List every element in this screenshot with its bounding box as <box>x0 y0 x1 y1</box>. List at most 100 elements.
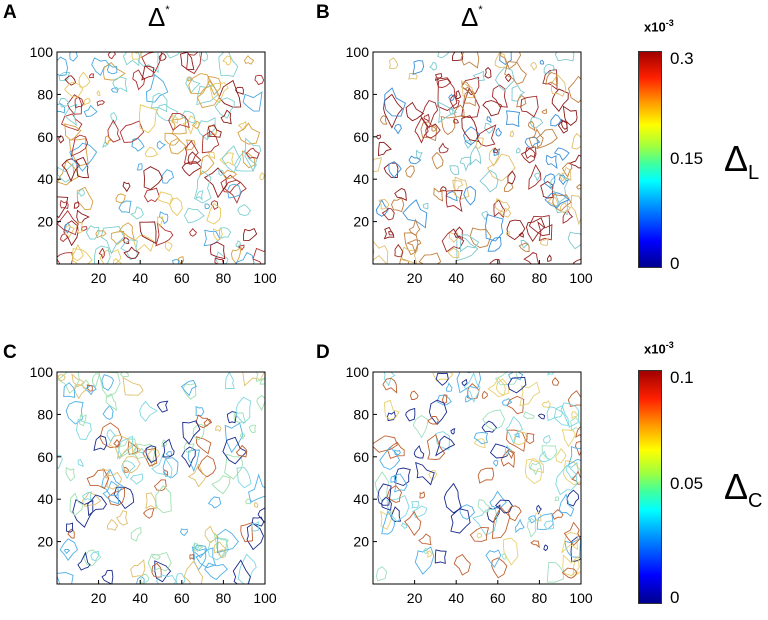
contour-line <box>72 243 84 262</box>
contour-plot-a: 20 20 40 40 60 60 80 80 100 100 <box>30 44 277 286</box>
contour-line <box>237 244 245 251</box>
contour-line <box>165 52 181 59</box>
contour-line <box>434 549 447 565</box>
contour-line <box>213 228 223 242</box>
contour-line <box>420 121 438 142</box>
contour-line <box>218 169 224 177</box>
x-tick-label: 20 <box>407 270 423 286</box>
contour-line <box>536 128 558 149</box>
contour-line <box>383 226 395 240</box>
contour-line <box>519 381 541 407</box>
contour-line <box>567 75 581 104</box>
contour-line <box>477 467 495 484</box>
contour-line <box>215 425 222 432</box>
contour-line <box>232 559 251 584</box>
contour-line <box>89 73 95 79</box>
contour-line <box>508 372 524 381</box>
contour-line <box>418 252 442 264</box>
contour-line <box>251 521 260 532</box>
contour-line <box>189 553 195 561</box>
contour-line <box>222 169 238 180</box>
contour-line <box>491 506 511 539</box>
contour-line <box>131 137 145 152</box>
contour-line <box>544 192 570 209</box>
contour-line <box>530 540 540 549</box>
contour-line <box>546 561 565 583</box>
contour-line <box>528 459 544 474</box>
contour-line <box>236 467 252 489</box>
contour-line <box>86 384 93 392</box>
contour-line <box>57 159 81 186</box>
contour-line <box>524 146 536 160</box>
contour-line <box>69 52 78 62</box>
contour-line <box>426 433 446 460</box>
contour-line <box>69 492 84 517</box>
contour-line <box>181 446 196 469</box>
contour-line <box>79 414 87 427</box>
contour-line <box>197 455 217 478</box>
contour-line <box>141 65 155 81</box>
contour-line <box>472 70 485 81</box>
contour-line <box>77 458 84 468</box>
y-tick-label: 100 <box>30 44 54 60</box>
contour-line <box>60 233 69 243</box>
contour-line <box>58 97 70 108</box>
contour-line <box>522 411 535 420</box>
contour-line <box>204 203 211 210</box>
contour-line <box>494 372 519 386</box>
contour-line <box>199 52 209 62</box>
colorbar-label: ΔC <box>724 466 763 513</box>
contour-line <box>572 557 581 579</box>
contour-line <box>122 52 141 67</box>
contour-line <box>195 547 216 569</box>
contour-line <box>227 183 241 199</box>
colorbar-exponent: x10-3 <box>644 340 674 357</box>
contour-line <box>181 161 203 177</box>
contour-line <box>98 372 121 398</box>
contour-line <box>93 245 111 264</box>
contour-line <box>139 104 157 134</box>
contour-line <box>383 93 404 129</box>
contour-line <box>102 467 111 479</box>
x-tick-label: 40 <box>132 590 148 606</box>
contour-line <box>102 404 114 421</box>
contour-line <box>179 528 188 536</box>
contour-line <box>155 221 174 247</box>
contour-line <box>76 186 94 211</box>
contour-line <box>121 460 136 480</box>
contour-line <box>101 374 115 392</box>
contour-line <box>221 145 242 174</box>
colorbar-tick-min: 0 <box>670 588 680 607</box>
contour-line <box>419 491 425 499</box>
x-tick-label: 80 <box>532 270 548 286</box>
contour-line <box>65 466 76 482</box>
contour-line <box>84 384 97 396</box>
contour-line <box>562 105 578 126</box>
title-symbol: Δ <box>461 2 479 32</box>
contour-line <box>571 132 581 150</box>
contour-line <box>435 435 456 457</box>
contour-line <box>414 546 435 575</box>
contour-line <box>528 128 544 149</box>
contour-line <box>168 113 190 131</box>
contour-line <box>257 507 265 523</box>
x-tick-label: 80 <box>532 590 548 606</box>
contour-line <box>237 553 257 584</box>
contour-line <box>183 140 199 165</box>
x-tick-label: 80 <box>216 590 232 606</box>
contour-line <box>74 384 87 400</box>
contour-line <box>242 91 263 112</box>
contour-line <box>241 150 256 169</box>
contour-line <box>219 152 235 167</box>
contour-line <box>485 549 502 568</box>
contour-line <box>373 240 389 264</box>
contour-line <box>442 394 448 405</box>
contour-line <box>558 493 575 517</box>
contour-line <box>570 194 581 226</box>
contour-line <box>503 182 514 193</box>
contour-line <box>120 239 139 261</box>
contour-line <box>520 239 530 249</box>
contour-line <box>557 120 568 134</box>
contour-line <box>413 444 425 459</box>
x-tick-label: 20 <box>91 590 107 606</box>
